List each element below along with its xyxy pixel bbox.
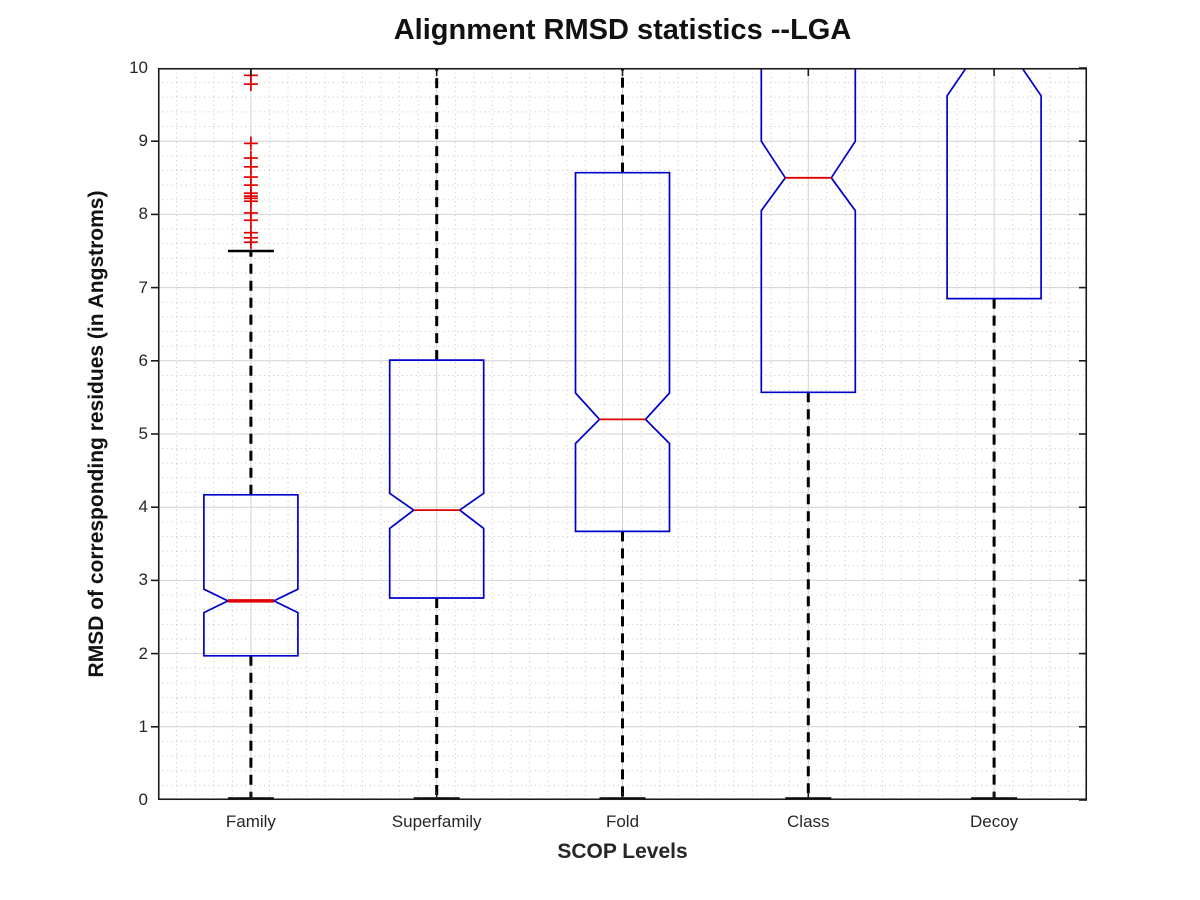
- y-tick-label: 0: [138, 790, 148, 809]
- y-axis-label: RMSD of corresponding residues (in Angst…: [85, 190, 108, 678]
- x-tick-label: Fold: [605, 812, 640, 831]
- boxplot-canvas: [151, 67, 1088, 801]
- box-outline: [574, 171, 671, 533]
- y-tick-label: 3: [138, 570, 148, 590]
- y-tick-label: 1: [138, 716, 148, 736]
- x-tick-label: Family: [225, 812, 276, 831]
- y-tick-label: 6: [138, 350, 148, 370]
- y-tick-label: 4: [138, 497, 148, 517]
- box-outline: [388, 359, 485, 599]
- boxplot-svg: [151, 67, 1088, 801]
- y-tick-label: 8: [138, 204, 148, 224]
- box-outline: [760, 68, 857, 394]
- y-tick-label: 7: [138, 277, 148, 297]
- axis-frame: [151, 67, 1088, 801]
- y-tick-label: 2: [138, 643, 148, 663]
- grid-lines: [158, 68, 1087, 800]
- y-tick-label: 9: [138, 131, 148, 151]
- box-outline: [946, 68, 1042, 300]
- y-tick-label: 5: [138, 424, 148, 443]
- y-tick-label: 10: [129, 58, 148, 77]
- x-axis-label: SCOP Levels: [557, 840, 688, 863]
- x-tick-label: Class: [787, 812, 830, 831]
- box-outline: [203, 493, 299, 657]
- x-tick-label: Decoy: [970, 812, 1019, 831]
- x-tick-label: Superfamily: [391, 812, 482, 831]
- chart-title: Alignment RMSD statistics --LGA: [393, 14, 852, 46]
